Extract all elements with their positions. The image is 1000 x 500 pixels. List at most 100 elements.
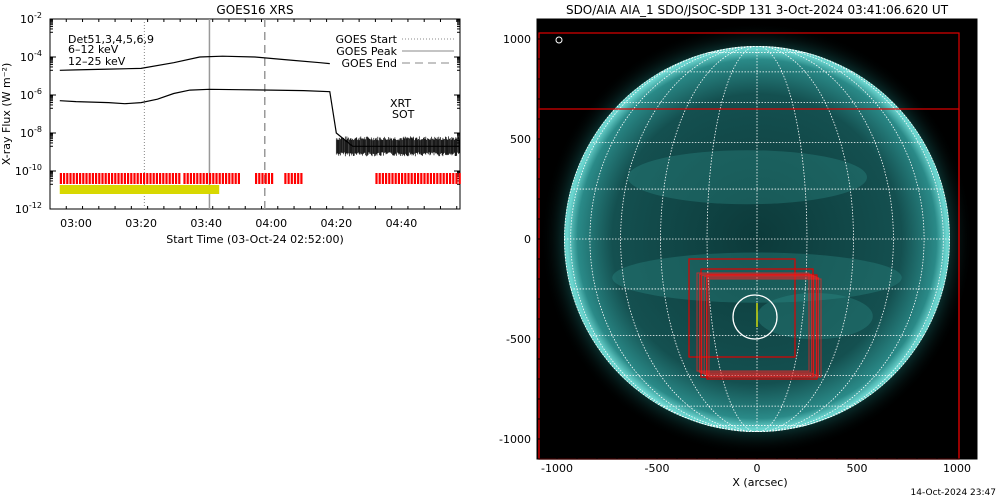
legend-6-12kev: 6–12 keV <box>68 43 119 56</box>
xrt-coverage-bar <box>189 173 192 184</box>
xrt-coverage-bar <box>63 173 66 184</box>
xrt-coverage-bar <box>436 173 439 184</box>
xrt-coverage-bar <box>410 173 413 184</box>
xrt-coverage-bar <box>72 173 75 184</box>
xrt-coverage-bar <box>69 173 72 184</box>
xrt-coverage-bar <box>82 173 85 184</box>
goes-x-tick-label: 04:40 <box>386 217 418 230</box>
xrt-coverage-bar <box>186 173 189 184</box>
xrt-coverage-bar <box>293 173 297 184</box>
xrt-coverage-bar <box>196 173 199 184</box>
xrt-coverage-bar <box>404 173 407 184</box>
xrt-coverage-bar <box>165 173 168 184</box>
xrt-coverage-bar <box>209 173 212 184</box>
xrt-coverage-bar <box>59 173 62 184</box>
xrt-coverage-bar <box>159 173 162 184</box>
xrt-coverage-bar <box>449 173 452 184</box>
xrt-coverage-bar <box>284 173 287 184</box>
active-region-glow <box>757 293 873 340</box>
longitude-line <box>756 46 944 432</box>
sot-coverage-bar <box>59 185 220 194</box>
xrt-fov-box <box>701 274 815 374</box>
longitude-line <box>756 46 925 432</box>
goes-y-tick-label: 10-10 <box>15 163 42 178</box>
longitude-line <box>756 46 808 432</box>
goes-x-tick-label: 04:00 <box>255 217 287 230</box>
longitude-line <box>570 46 758 432</box>
xrt-coverage-bar <box>218 173 221 184</box>
xrt-coverage-bar <box>75 173 78 184</box>
xrt-coverage-bar <box>228 173 231 184</box>
goes-x-label: Start Time (03-Oct-24 02:52:00) <box>166 233 344 246</box>
xrt-coverage-bar <box>271 173 274 184</box>
xrt-coverage-bar <box>445 173 448 184</box>
fov-boxes <box>538 32 960 460</box>
xrt-coverage-bar <box>133 173 136 184</box>
xrt-coverage-bar <box>130 173 133 184</box>
aia-x-tick-label: -500 <box>645 462 670 475</box>
aia-y-axis: 1000 500 0 -500 -1000 <box>499 33 543 446</box>
goes-legend-right: GOES Start GOES Peak GOES End <box>336 33 454 70</box>
footer-timestamp: 14-Oct-2024 23:47 <box>911 488 996 498</box>
xrt-fov-box <box>708 278 822 378</box>
xrt-coverage-bar <box>215 173 218 184</box>
xrt-coverage-bar <box>101 173 104 184</box>
xrt-coverage-bar <box>391 173 394 184</box>
xrt-coverage-bar <box>225 173 228 184</box>
active-region-glow <box>627 150 868 205</box>
goes-series-0 <box>59 55 330 71</box>
limb-line <box>564 46 950 432</box>
xrt-coverage-bar <box>202 173 205 184</box>
xrt-coverage-bar <box>98 173 101 184</box>
xrt-coverage-bar <box>297 173 300 184</box>
xrt-coverage-bar <box>85 173 88 184</box>
aia-title: SDO/AIA AIA_1 SDO/JSOC-SDP 131 3-Oct-202… <box>566 3 949 17</box>
xrt-coverage-bar <box>381 173 384 184</box>
goes-y-tick-label: 10-8 <box>20 125 42 140</box>
xrt-coverage-bar <box>136 173 139 184</box>
xrt-coverage-bar <box>155 173 158 184</box>
xrt-coverage-bar <box>439 173 442 184</box>
xrt-coverage-bar <box>162 173 165 184</box>
sot-fov-label: SOT FOV <box>551 413 595 424</box>
xrt-coverage-bar <box>104 173 107 184</box>
xrt-coverage-bar <box>143 173 146 184</box>
xrt-coverage-bar <box>123 173 126 184</box>
legend-goes-peak: GOES Peak <box>336 45 397 58</box>
xrt-coverage-bar <box>452 173 455 184</box>
xrt-coverage-bar <box>394 173 397 184</box>
aia-x-axis: -1000 -500 0 500 1000 <box>541 453 971 475</box>
goes-y-tick-label: 10-12 <box>15 201 42 216</box>
goes-y-axis: 10-2 10-4 10-6 10-8 10-10 10-12 <box>15 11 460 216</box>
xrt-coverage-bar <box>171 173 174 184</box>
longitude-line <box>756 46 854 432</box>
xrt-fov-box <box>696 272 810 372</box>
flare-legend-label: AIA flare location <box>566 36 651 47</box>
xrt-coverage-bar <box>433 173 436 184</box>
aia-y-tick-label: 1000 <box>503 33 531 46</box>
goes-data-area <box>59 19 461 209</box>
heliographic-grid <box>564 46 950 432</box>
xrt-coverage-bar <box>139 173 142 184</box>
xrt-coverage-bar <box>420 173 423 184</box>
flare-location-marker <box>732 294 778 340</box>
coverage-label-xrt: XRT <box>390 97 411 110</box>
xrt-coverage-bar <box>175 173 178 184</box>
xrt-coverage-bar <box>397 173 400 184</box>
goes-legend-left: Det51,3,4,5,6,9 6–12 keV 12–25 keV <box>68 33 154 68</box>
goes-y-tick-label: 10-2 <box>20 11 42 26</box>
xrt-coverage-bar <box>264 173 267 184</box>
goes-y-tick-label: 10-4 <box>20 49 42 64</box>
xrt-coverage-bar <box>458 173 461 184</box>
xrt-coverage-bar <box>287 173 290 184</box>
aia-x-tick-label: -1000 <box>541 462 573 475</box>
goes-y-label: X-ray Flux (W m⁻²) <box>0 63 13 165</box>
xrt-fov-box <box>703 276 817 376</box>
aia-y-tick-label: -500 <box>506 333 531 346</box>
aia-x-label: X (arcsec) <box>732 476 787 489</box>
xrt-coverage-bar <box>178 173 181 184</box>
aia-panel: SDO/AIA AIA_1 SDO/JSOC-SDP 131 3-Oct-202… <box>499 3 978 489</box>
goes-y-tick-label: 10-6 <box>20 87 42 102</box>
xrt-coverage-bar <box>114 173 117 184</box>
xrt-coverage-bar <box>255 173 258 184</box>
